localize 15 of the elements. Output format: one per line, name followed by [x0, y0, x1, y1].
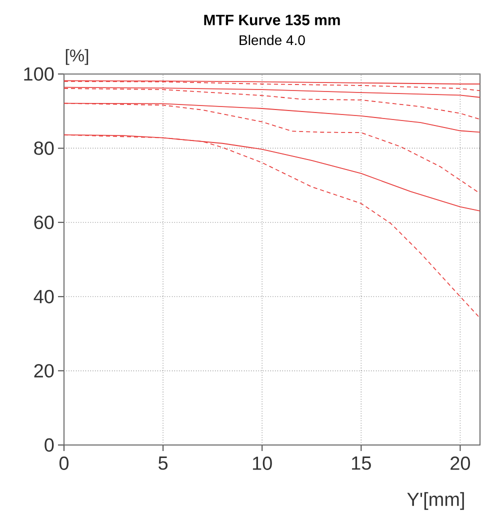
x-tick-label: 20	[450, 456, 470, 470]
x-tick-label: 5	[158, 456, 168, 470]
y-tick-label: 80	[34, 141, 54, 155]
x-tick-label: 15	[352, 456, 371, 470]
chart-subtitle: Blende 4.0	[240, 34, 305, 46]
y-tick-label: 0	[44, 438, 54, 452]
y-tick-label: 20	[34, 364, 54, 378]
y-tick-label: 100	[24, 67, 54, 81]
x-tick-label: 10	[252, 456, 272, 470]
y-axis-title: [%]	[66, 49, 88, 65]
x-axis-title: Y'[mm]	[407, 492, 464, 510]
chart-title: MTF Kurve 135 mm	[204, 14, 340, 26]
x-tick-label: 0	[59, 456, 69, 470]
y-tick-label: 60	[34, 216, 54, 230]
y-tick-label: 40	[34, 290, 54, 304]
